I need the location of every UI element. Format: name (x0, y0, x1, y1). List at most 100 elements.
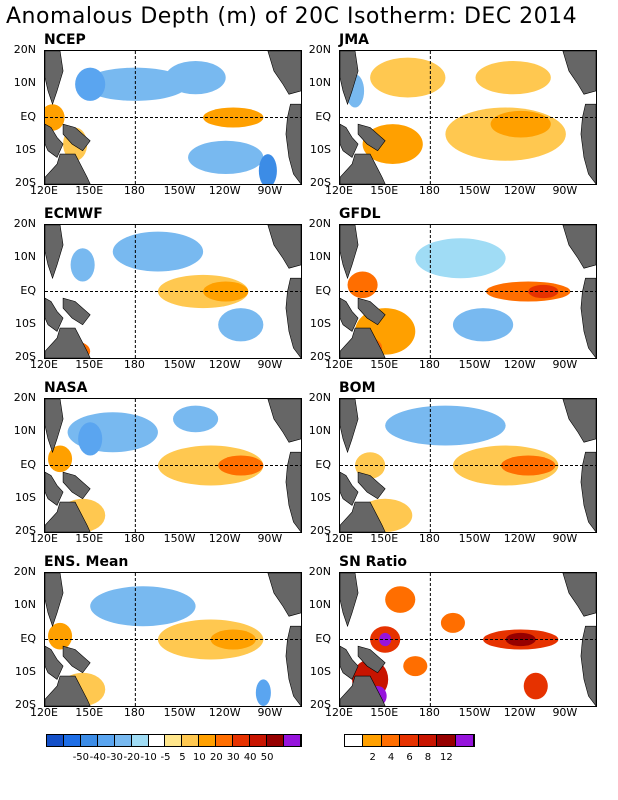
colorbar-label: 30 (226, 752, 240, 763)
lat-tick-label: 10S (15, 316, 36, 330)
lon-tick-label: 150W (458, 184, 491, 197)
contour-blob (452, 308, 514, 342)
panel-title: ECMWF (44, 206, 103, 222)
land-mass (340, 153, 386, 184)
contour-blob (188, 140, 264, 175)
land-mass (357, 471, 386, 500)
land-mass (45, 51, 64, 106)
contour-blob (165, 60, 226, 95)
land-mass (45, 501, 91, 532)
contour-blob (210, 629, 256, 650)
colorbar-swatch (437, 735, 456, 746)
colorbar-swatch (381, 735, 401, 746)
land-mass (340, 51, 359, 106)
lon-tick-label: 120W (503, 532, 536, 545)
lat-tick-label: 10N (13, 598, 36, 612)
map-area (44, 224, 302, 359)
panel-title: JMA (339, 32, 369, 48)
colorbar-label: 2 (369, 752, 376, 763)
land-mass (580, 103, 596, 184)
lat-tick-label: EQ (20, 631, 36, 645)
lat-tick-label: 10S (310, 316, 331, 330)
contour-blob (78, 422, 103, 456)
lat-tick-label: EQ (315, 631, 331, 645)
lat-tick-label: EQ (20, 109, 36, 123)
lon-tick-label: 180 (418, 184, 440, 197)
contour-blob (82, 67, 189, 101)
lon-tick-label: 150W (163, 706, 196, 719)
lon-tick-label: 90W (257, 358, 283, 371)
contour-blob (501, 455, 556, 476)
colorbar-label: 5 (179, 752, 186, 763)
map-area (44, 50, 302, 185)
colorbar-swatch (400, 735, 419, 746)
lon-tick-label: 120E (30, 358, 58, 371)
lon-tick-label: 120E (325, 532, 353, 545)
contour-blob (75, 67, 106, 101)
land-mass (340, 399, 359, 454)
colorbar-swatch (199, 735, 217, 746)
map-area (44, 398, 302, 533)
land-mass (562, 51, 596, 95)
land-mass (340, 573, 359, 628)
colorbar-swatch (455, 735, 474, 746)
land-mass (562, 573, 596, 617)
lat-tick-label: 20S (15, 698, 36, 711)
lon-tick-label: 90W (552, 184, 578, 197)
contour-blob (258, 154, 277, 184)
map-area (339, 224, 597, 359)
lat-tick-label: 10S (310, 664, 331, 678)
contour-blob (255, 679, 271, 706)
anomaly-colorbar (46, 734, 302, 747)
colorbar-label: 50 (260, 752, 274, 763)
lon-tick-label: 120W (503, 706, 536, 719)
colorbar-swatch (182, 735, 200, 746)
map-area (44, 572, 302, 707)
land-mass (340, 471, 359, 506)
contour-blob (203, 107, 264, 128)
lat-tick-label: 20N (13, 217, 36, 230)
land-mass (340, 225, 359, 280)
lon-tick-label: 150E (75, 706, 104, 719)
contour-blob (347, 271, 378, 299)
colorbar-swatch (148, 735, 166, 746)
lon-tick-label: 150W (163, 358, 196, 371)
land-mass (285, 103, 301, 184)
lat-tick-label: 10N (308, 424, 331, 438)
lon-tick-label: 90W (552, 532, 578, 545)
lat-tick-label: 20N (308, 217, 331, 230)
land-mass (45, 573, 64, 628)
colorbar-label: 12 (439, 752, 453, 763)
colorbar-swatch (233, 735, 251, 746)
land-mass (45, 123, 64, 158)
colorbar-swatch (80, 735, 98, 746)
land-mass (340, 297, 359, 332)
lat-tick-label: 10S (15, 664, 36, 678)
colorbar-label: -30 (106, 752, 123, 763)
land-mass (357, 123, 386, 152)
lat-tick-label: 20N (13, 565, 36, 578)
land-mass (562, 225, 596, 269)
land-mass (267, 573, 301, 617)
land-mass (62, 297, 91, 326)
lon-tick-label: 120W (503, 184, 536, 197)
colorbar-swatch (418, 735, 438, 746)
contour-blob (523, 672, 548, 700)
colorbar-label: -50 (72, 752, 90, 763)
panel-title: NASA (44, 380, 88, 396)
lat-tick-label: 10S (15, 490, 36, 504)
lon-tick-label: 150W (163, 184, 196, 197)
lat-tick-label: 20N (308, 391, 331, 404)
lat-tick-label: 20S (15, 524, 36, 537)
lat-tick-label: 10N (13, 250, 36, 264)
lon-tick-label: 150W (458, 532, 491, 545)
lat-tick-label: 20S (15, 350, 36, 363)
map-area (339, 50, 597, 185)
lon-tick-label: 150E (370, 358, 399, 371)
land-mass (580, 625, 596, 706)
map-area (339, 572, 597, 707)
figure-title: Anomalous Depth (m) of 20C Isotherm: DEC… (6, 4, 578, 29)
lon-tick-label: 120E (30, 706, 58, 719)
land-mass (285, 625, 301, 706)
land-mass (285, 451, 301, 532)
